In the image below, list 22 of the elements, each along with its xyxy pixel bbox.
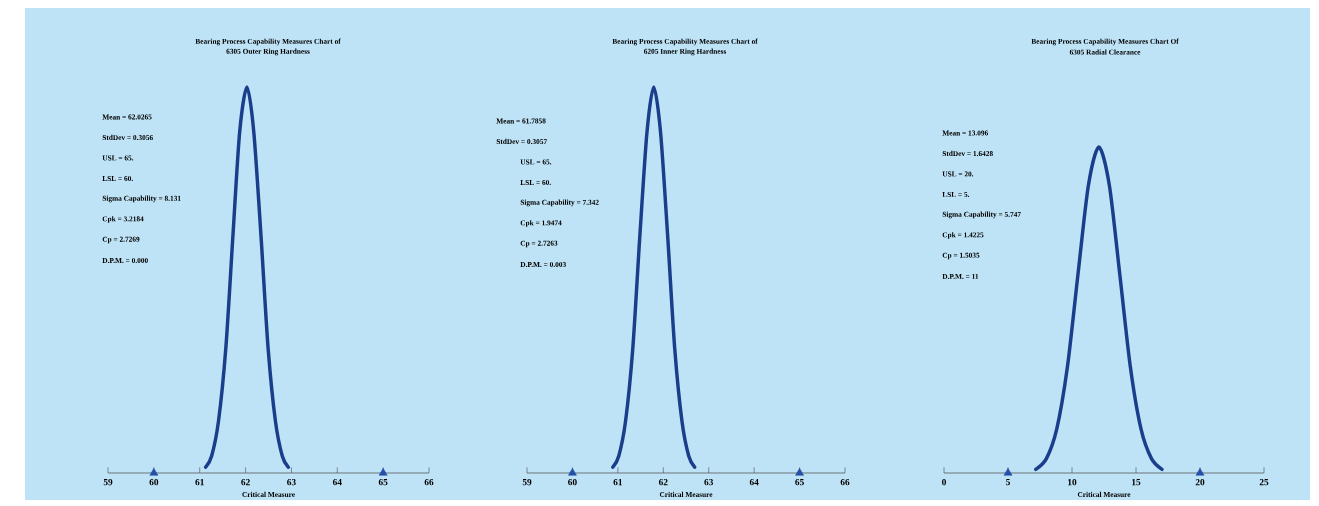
x-tick-label: 64 — [749, 479, 759, 486]
x-tick-label: 20 — [1195, 479, 1205, 486]
x-tick-label: 5 — [1006, 479, 1010, 486]
x-tick-label: 60 — [568, 479, 577, 486]
x-tick-label: 60 — [149, 479, 159, 486]
x-tick-label: 10 — [1068, 479, 1077, 486]
x-tick-label: 15 — [1132, 479, 1141, 486]
x-tick-label: 66 — [840, 479, 850, 486]
x-tick-label: 65 — [795, 479, 804, 486]
x-tick-label: 61 — [613, 479, 623, 486]
x-tick-label: 0 — [942, 479, 946, 486]
x-tick-label: 25 — [1259, 479, 1269, 486]
x-tick-label: 63 — [704, 479, 714, 486]
x-tick-label: 62 — [658, 479, 668, 486]
x-tick-label: 63 — [287, 479, 296, 486]
x-tick-label: 59 — [522, 479, 532, 486]
x-tick-label: 62 — [241, 479, 250, 486]
x-tick-label: 65 — [378, 479, 388, 486]
x-tick-label: 64 — [332, 479, 342, 486]
x-tick-label: 66 — [424, 479, 434, 486]
x-tick-label: 61 — [195, 479, 204, 486]
x-tick-label: 59 — [103, 479, 113, 486]
